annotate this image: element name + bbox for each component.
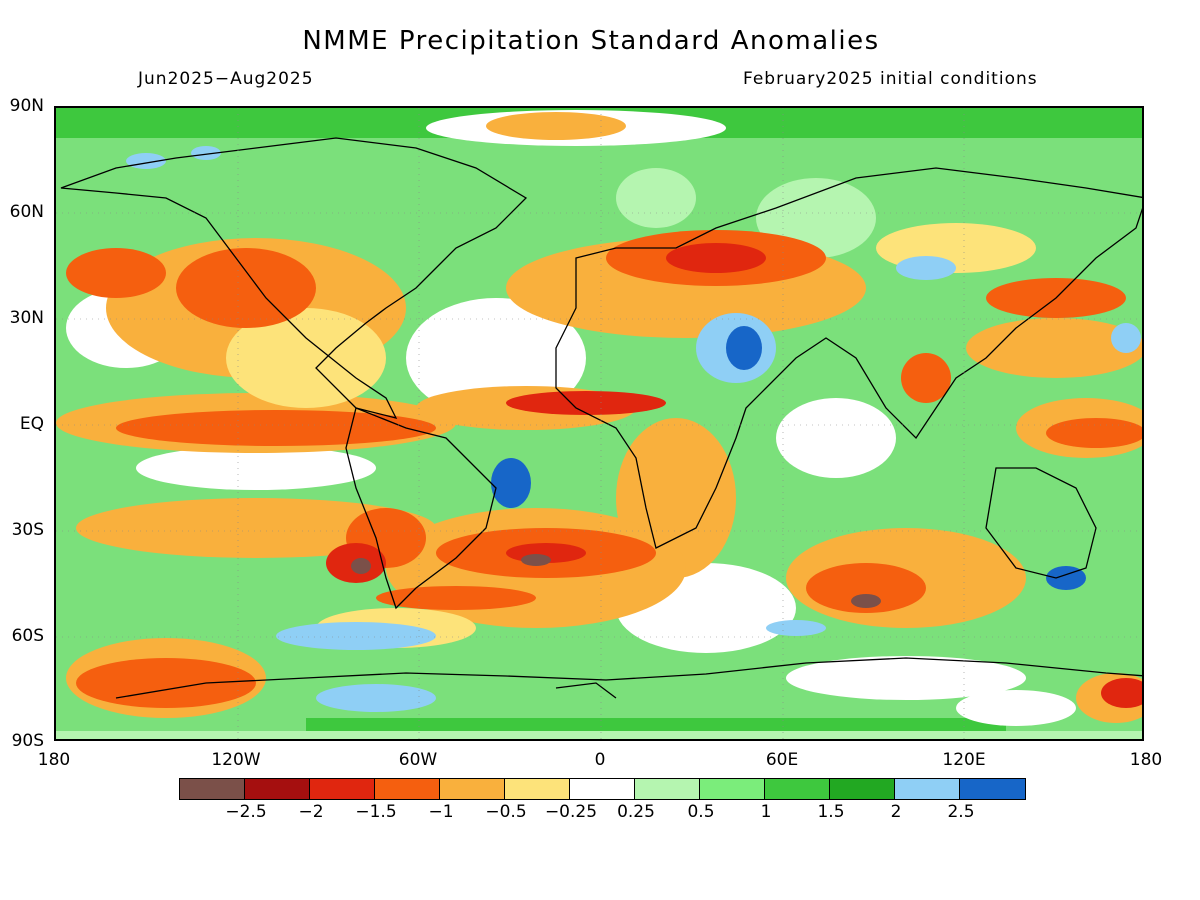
colorbar-label: 2.5 [947, 802, 975, 822]
lon-label-120w: 120W [211, 750, 261, 770]
lat-label-30n: 30N [9, 308, 44, 328]
lon-label-180e: 180 [1129, 750, 1163, 770]
lat-label-90n: 90N [9, 96, 44, 116]
lon-label-60w: 60W [398, 750, 438, 770]
colorbar-label: 0.5 [687, 802, 715, 822]
colorbar-swatch [375, 779, 440, 799]
lon-label-0: 0 [594, 750, 606, 770]
colorbar-swatch [635, 779, 700, 799]
colorbar-swatch [700, 779, 765, 799]
initial-conditions-label: February2025 initial conditions [743, 69, 1038, 89]
colorbar-label: −0.25 [544, 802, 598, 822]
colorbar-swatch [310, 779, 375, 799]
forecast-period: Jun2025−Aug2025 [138, 69, 314, 89]
anomaly-map [54, 106, 1144, 741]
colorbar-swatch [245, 779, 310, 799]
lon-label-180w: 180 [37, 750, 71, 770]
colorbar-swatch [505, 779, 570, 799]
anomaly-map-graphic [56, 108, 1142, 739]
lon-label-120e: 120E [942, 750, 986, 770]
colorbar-swatch [180, 779, 245, 799]
colorbar-swatch [960, 779, 1025, 799]
lat-label-eq: EQ [19, 414, 44, 434]
colorbar-label: −2.5 [225, 802, 267, 822]
lat-label-60s: 60S [11, 626, 44, 646]
colorbar-swatch [570, 779, 635, 799]
colorbar-label: 0.25 [617, 802, 655, 822]
colorbar-swatch [895, 779, 960, 799]
colorbar-label: −1.5 [355, 802, 397, 822]
colorbar-label: −1 [428, 802, 454, 822]
colorbar-swatch [765, 779, 830, 799]
colorbar-swatch [440, 779, 505, 799]
colorbar-label: 1.5 [817, 802, 845, 822]
colorbar-label: −0.5 [485, 802, 527, 822]
colorbar-swatch [830, 779, 895, 799]
colorbar-label: 1 [760, 802, 772, 822]
colorbar [179, 778, 1026, 800]
lat-label-90s: 90S [11, 731, 44, 751]
colorbar-label: 2 [890, 802, 902, 822]
colorbar-label: −2 [298, 802, 324, 822]
lat-label-60n: 60N [9, 202, 44, 222]
lon-label-60e: 60E [765, 750, 799, 770]
lat-label-30s: 30S [11, 520, 44, 540]
map-title: NMME Precipitation Standard Anomalies [302, 26, 880, 56]
